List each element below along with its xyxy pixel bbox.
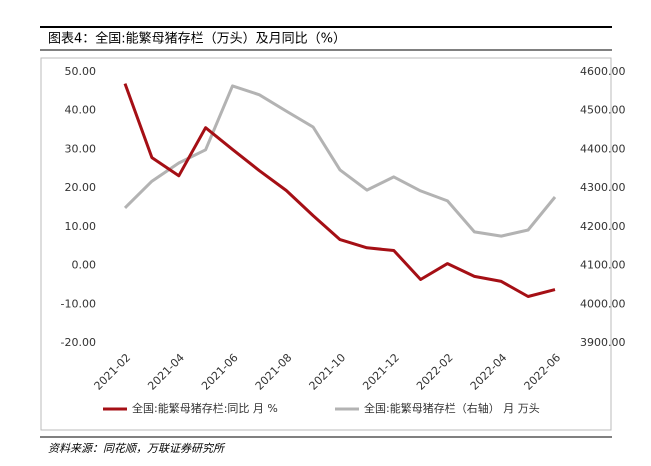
y-tick-label: 20.00: [65, 181, 97, 194]
x-tick-label: 2021-04: [145, 351, 187, 393]
legend-label: 全国:能繁母猪存栏（右轴） 月 万头: [364, 401, 540, 415]
source: 资料来源：同花顺，万联证券研究所: [48, 442, 226, 455]
x-tick-label: 2022-04: [468, 351, 510, 393]
chart-frame: [40, 57, 612, 431]
y2-tick-label: 4000.00: [580, 297, 626, 310]
x-tick-label: 2021-08: [253, 351, 295, 393]
chart-title: 图表4：全国:能繁母猪存栏（万头）及月同比（%）: [48, 31, 346, 47]
y-tick-label: 30.00: [65, 142, 97, 155]
y2-tick-label: 4300.00: [580, 181, 626, 194]
x-tick-label: 2021-02: [92, 351, 134, 393]
y-tick-label: -20.00: [61, 336, 96, 349]
y2-tick-label: 4100.00: [580, 259, 626, 272]
series-line: [123, 84, 557, 238]
x-tick-label: 2021-06: [199, 351, 241, 393]
y2-tick-label: 4600.00: [580, 65, 626, 78]
y-tick-label: 10.00: [65, 220, 97, 233]
x-tick-label: 2022-06: [522, 351, 564, 393]
y-tick-label: 40.00: [65, 104, 97, 117]
series-line: [123, 83, 556, 298]
y2-tick-label: 4500.00: [580, 104, 626, 117]
y2-tick-label: 3900.00: [580, 336, 626, 349]
y2-tick-label: 4400.00: [580, 142, 626, 155]
y-tick-label: 0.00: [72, 259, 97, 272]
y-tick-label: 50.00: [65, 65, 97, 78]
x-tick-label: 2021-10: [307, 351, 349, 393]
y-tick-label: -10.00: [61, 297, 96, 310]
x-tick-label: 2022-02: [414, 351, 456, 393]
y2-tick-label: 4200.00: [580, 220, 626, 233]
x-tick-label: 2021-12: [360, 351, 402, 393]
legend-label: 全国:能繁母猪存栏:同比 月 %: [132, 401, 278, 415]
